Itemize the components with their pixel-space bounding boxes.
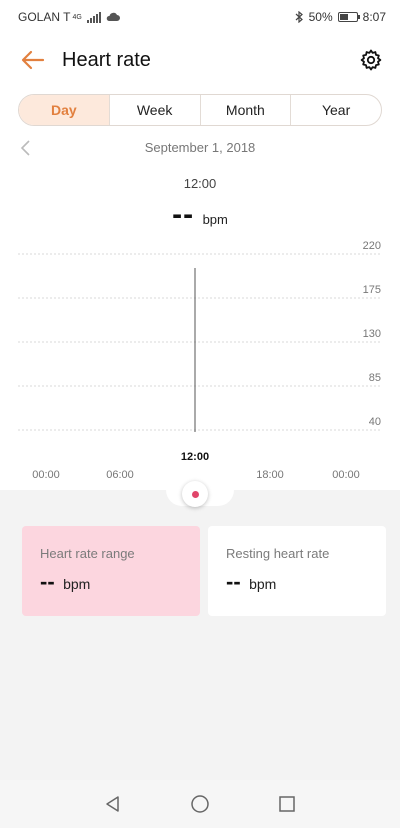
- cloud-icon: [106, 12, 120, 21]
- settings-button[interactable]: [356, 45, 386, 75]
- reading-value: --: [172, 198, 195, 231]
- x-tick-label: 00:00: [32, 469, 60, 481]
- x-tick-label: 18:00: [256, 469, 284, 481]
- heart-rate-range-card[interactable]: Heart rate range -- bpm: [22, 526, 200, 616]
- resting-heart-rate-card[interactable]: Resting heart rate -- bpm: [208, 526, 386, 616]
- resting-unit: bpm: [249, 576, 277, 592]
- circle-home-icon: [191, 795, 209, 813]
- summary-area: Heart rate range -- bpm Resting heart ra…: [0, 481, 400, 780]
- network-type: 4G: [72, 13, 82, 21]
- resting-card-value: -- bpm: [226, 569, 368, 595]
- chart-svg: 220 175 130 85 40 00:00 06:00 18:00 00:00 12:00: [18, 240, 382, 481]
- nav-home-button[interactable]: [185, 789, 215, 819]
- battery-icon: [337, 12, 360, 22]
- bluetooth-icon: [295, 11, 303, 23]
- system-nav-bar: [0, 780, 400, 828]
- y-tick-label: 220: [363, 240, 381, 252]
- status-right: 50% 8:07: [295, 10, 386, 24]
- gear-icon: [360, 49, 382, 71]
- status-left: GOLAN T 4G: [18, 10, 120, 24]
- resting-value: --: [226, 569, 241, 594]
- tab-day[interactable]: Day: [19, 95, 110, 125]
- battery-percent: 50%: [308, 10, 333, 24]
- x-tick-label: 06:00: [106, 469, 134, 481]
- time-slider-knob[interactable]: [182, 481, 208, 507]
- cursor-time-label: 12:00: [181, 451, 209, 463]
- clock: 8:07: [362, 10, 386, 24]
- reading-unit: bpm: [202, 212, 228, 227]
- carrier-label: GOLAN T: [18, 10, 71, 24]
- status-bar: GOLAN T 4G 50% 8:07: [0, 0, 400, 34]
- period-tabs: Day Week Month Year: [18, 94, 382, 126]
- date-row: September 1, 2018: [0, 136, 400, 160]
- chevron-left-icon: [20, 140, 30, 156]
- heart-rate-chart[interactable]: 220 175 130 85 40 00:00 06:00 18:00 00:00 12:00: [0, 240, 400, 490]
- app-header: Heart rate: [0, 34, 400, 86]
- previous-date-button[interactable]: [16, 138, 36, 158]
- y-tick-label: 85: [369, 372, 381, 384]
- square-recents-icon: [278, 796, 295, 812]
- range-value: --: [40, 569, 55, 594]
- back-button[interactable]: [18, 45, 48, 75]
- nav-back-button[interactable]: [98, 789, 128, 819]
- arrow-left-icon: [21, 50, 45, 70]
- signal-icon: [86, 11, 101, 23]
- y-tick-label: 40: [369, 416, 381, 428]
- y-tick-label: 130: [363, 328, 381, 340]
- page-title: Heart rate: [62, 48, 151, 71]
- tab-month[interactable]: Month: [201, 95, 292, 125]
- x-tick-label: 00:00: [332, 469, 360, 481]
- nav-recents-button[interactable]: [272, 789, 302, 819]
- resting-card-title: Resting heart rate: [226, 546, 330, 561]
- tab-week[interactable]: Week: [110, 95, 201, 125]
- range-unit: bpm: [63, 576, 91, 592]
- range-card-value: -- bpm: [40, 569, 182, 595]
- slider-dot-icon: [191, 490, 199, 498]
- date-label: September 1, 2018: [144, 140, 256, 155]
- selected-time: 12:00: [183, 176, 217, 191]
- y-tick-label: 175: [363, 284, 381, 296]
- current-reading: -- bpm: [0, 198, 400, 232]
- triangle-back-icon: [106, 796, 120, 812]
- tab-year[interactable]: Year: [321, 102, 351, 118]
- range-card-title: Heart rate range: [40, 546, 135, 561]
